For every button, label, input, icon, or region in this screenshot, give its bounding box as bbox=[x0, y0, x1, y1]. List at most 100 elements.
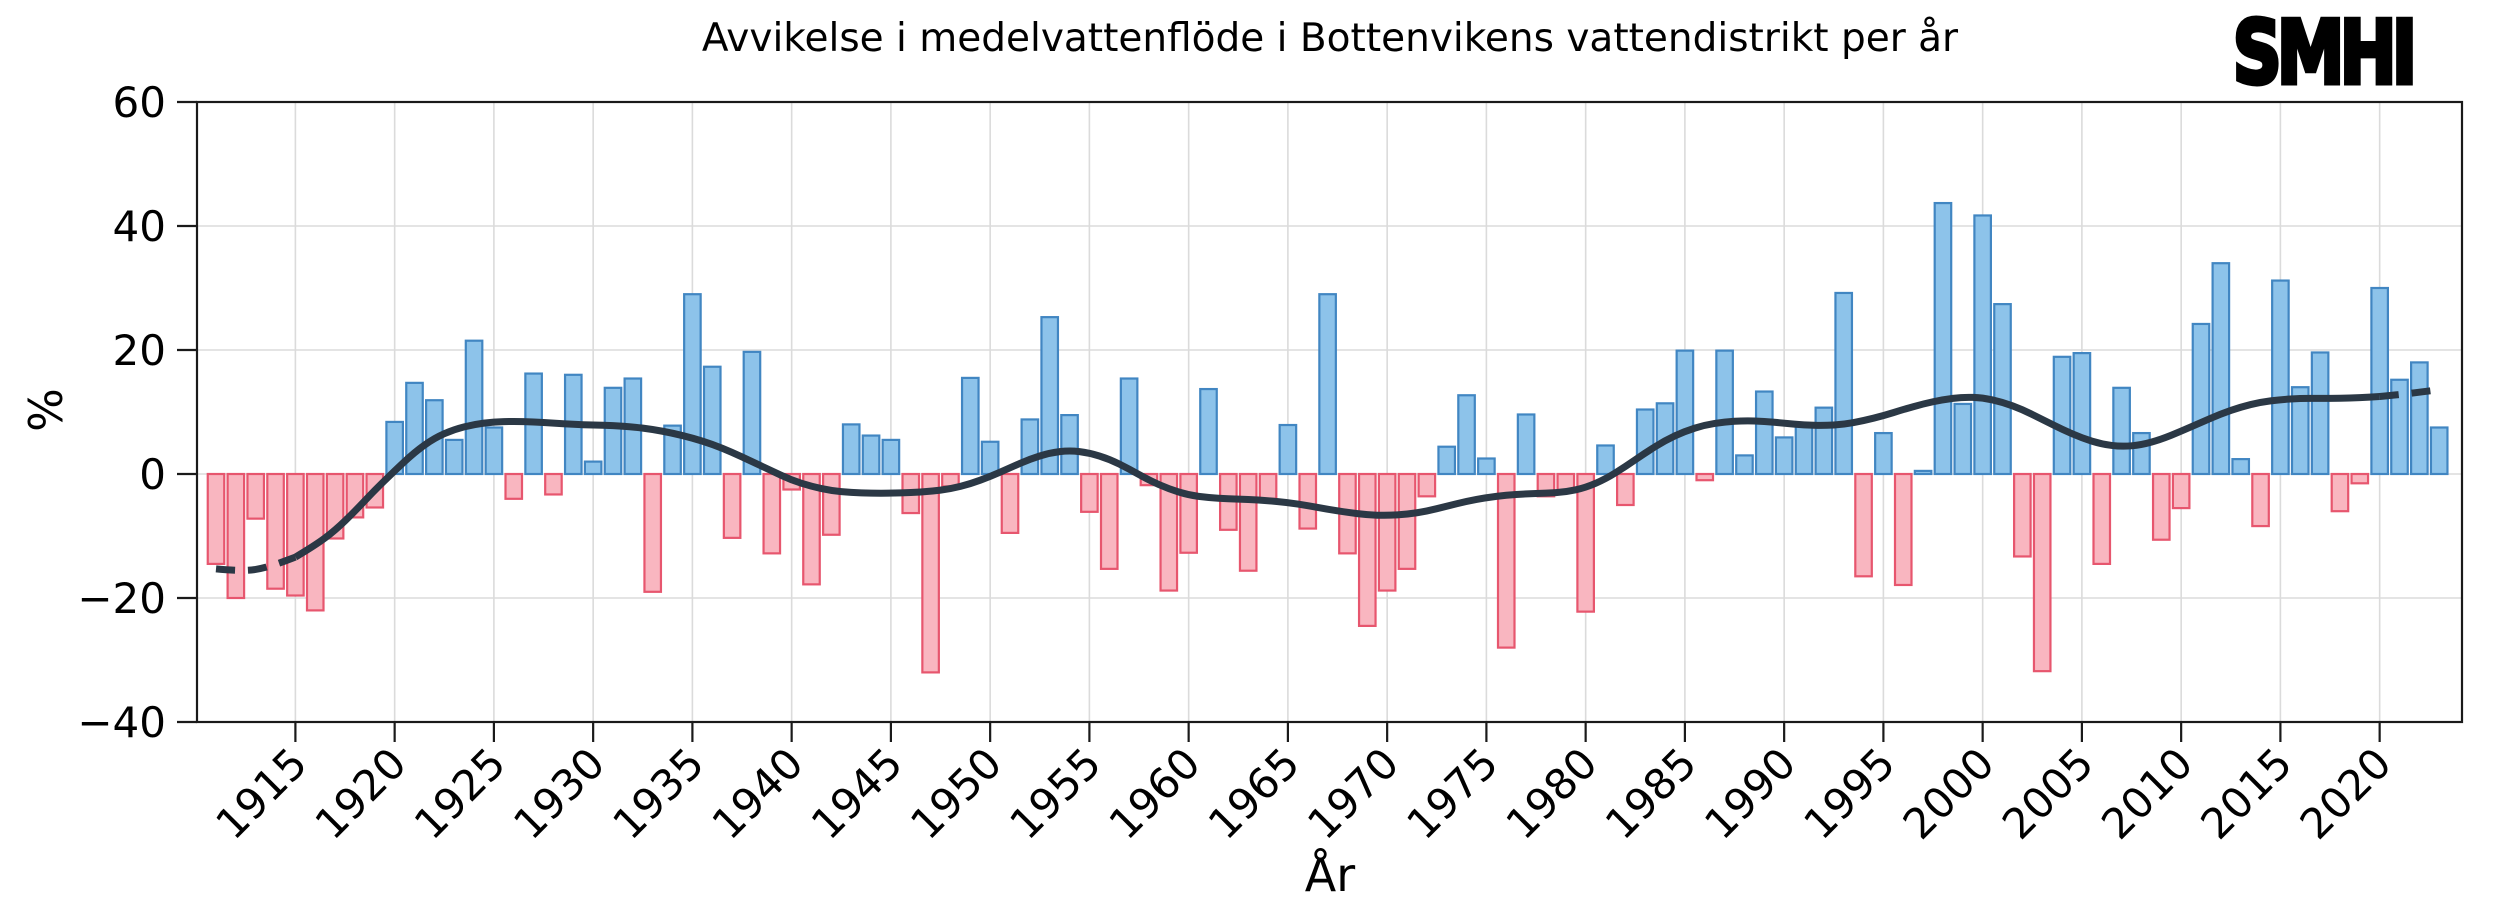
bar-2003 bbox=[2032, 472, 2052, 673]
bar-1994 bbox=[1854, 472, 1873, 578]
bar-2005 bbox=[2072, 352, 2092, 476]
xtick-label-1975: 1975 bbox=[1397, 738, 1507, 848]
bar-2019 bbox=[2350, 472, 2370, 485]
bar-2022 bbox=[2410, 361, 2429, 476]
bar-1950 bbox=[980, 440, 1000, 476]
ytick-label-60: 60 bbox=[113, 78, 166, 127]
xtick-label-2005: 2005 bbox=[1993, 738, 2103, 848]
bar-2014 bbox=[2251, 472, 2270, 528]
xtick-label-2010: 2010 bbox=[2092, 738, 2202, 848]
xtick-label-1950: 1950 bbox=[901, 738, 1011, 848]
bar-1985 bbox=[1675, 349, 1695, 476]
bar-1951 bbox=[1000, 472, 1020, 535]
trend-dashed-start bbox=[215, 553, 297, 574]
bar-1981 bbox=[1596, 444, 1615, 476]
bar-1977 bbox=[1516, 413, 1536, 476]
trend-solid bbox=[293, 393, 2380, 561]
bar-1969 bbox=[1357, 472, 1377, 627]
bar-1935 bbox=[683, 293, 702, 476]
bar-2018 bbox=[2330, 472, 2350, 513]
bar-1970 bbox=[1377, 472, 1397, 592]
bar-1930 bbox=[583, 460, 603, 476]
bar-1924 bbox=[464, 339, 484, 476]
bar-2016 bbox=[2290, 386, 2310, 476]
bar-2000 bbox=[1973, 214, 1993, 476]
bar-1943 bbox=[841, 423, 861, 476]
bar-1988 bbox=[1735, 454, 1754, 476]
bar-1999 bbox=[1953, 402, 1973, 476]
bar-1947 bbox=[921, 472, 940, 674]
bar-2012 bbox=[2211, 262, 2231, 476]
bar-1911 bbox=[206, 472, 226, 566]
bar-1913 bbox=[246, 472, 266, 520]
xtick-label-1990: 1990 bbox=[1695, 738, 1805, 848]
bar-1926 bbox=[504, 472, 524, 500]
bar-1986 bbox=[1695, 472, 1715, 482]
bar-1936 bbox=[702, 365, 722, 476]
bar-1923 bbox=[444, 438, 464, 476]
xtick-label-2020: 2020 bbox=[2290, 738, 2400, 848]
chart-title: Avvikelse i medelvattenflöde i Bottenvik… bbox=[701, 16, 1959, 61]
xtick-label-1965: 1965 bbox=[1199, 738, 1309, 848]
bar-1987 bbox=[1715, 349, 1734, 476]
bar-1961 bbox=[1199, 387, 1218, 476]
bar-1954 bbox=[1060, 414, 1079, 476]
bar-1995 bbox=[1874, 431, 1893, 476]
bar-1989 bbox=[1754, 390, 1774, 476]
bar-2007 bbox=[2112, 386, 2131, 476]
bar-1963 bbox=[1238, 472, 1258, 572]
bar-2001 bbox=[1993, 303, 2012, 476]
xtick-label-1970: 1970 bbox=[1298, 738, 1408, 848]
bar-2013 bbox=[2231, 458, 2251, 476]
bar-1933 bbox=[643, 472, 663, 593]
bar-2006 bbox=[2092, 472, 2112, 566]
ytick-label-40: 40 bbox=[113, 202, 166, 251]
xtick-label-1995: 1995 bbox=[1794, 738, 1904, 848]
bar-1928 bbox=[544, 472, 563, 496]
bar-2010 bbox=[2171, 472, 2191, 510]
tick-marks bbox=[177, 100, 2381, 742]
bar-1931 bbox=[603, 386, 623, 476]
bar-2017 bbox=[2310, 351, 2330, 476]
bar-1971 bbox=[1397, 472, 1417, 570]
x-axis-label: År bbox=[1304, 848, 1356, 902]
xtick-label-1955: 1955 bbox=[1000, 738, 1110, 848]
smhi-logo: SMHI bbox=[2230, 2, 2418, 104]
bar-2020 bbox=[2370, 286, 2389, 476]
bar-2011 bbox=[2191, 322, 2211, 476]
bar-2002 bbox=[2012, 472, 2032, 558]
bar-1959 bbox=[1159, 472, 1179, 592]
bar-1990 bbox=[1774, 436, 1794, 476]
bar-1925 bbox=[484, 426, 504, 476]
bar-1937 bbox=[722, 472, 742, 539]
xtick-label-1985: 1985 bbox=[1596, 738, 1706, 848]
xtick-label-1980: 1980 bbox=[1496, 738, 1606, 848]
bar-1912 bbox=[226, 472, 246, 600]
bar-1973 bbox=[1437, 445, 1457, 476]
bar-1997 bbox=[1913, 469, 1933, 476]
bar-1991 bbox=[1794, 424, 1814, 476]
bar-1915 bbox=[286, 472, 305, 597]
bar-1955 bbox=[1080, 472, 1099, 513]
xtick-label-2015: 2015 bbox=[2191, 738, 2301, 848]
bar-1953 bbox=[1040, 316, 1060, 476]
bar-1976 bbox=[1496, 472, 1516, 649]
bar-1957 bbox=[1119, 377, 1139, 476]
xtick-label-1935: 1935 bbox=[603, 738, 713, 848]
bar-2021 bbox=[2390, 378, 2409, 476]
bar-1982 bbox=[1615, 472, 1635, 507]
bar-1996 bbox=[1893, 472, 1913, 587]
bar-1967 bbox=[1318, 293, 1337, 476]
bar-1960 bbox=[1179, 472, 1199, 554]
bar-1975 bbox=[1477, 457, 1496, 476]
xtick-label-1925: 1925 bbox=[405, 738, 515, 848]
bar-2015 bbox=[2271, 279, 2290, 476]
bar-1998 bbox=[1933, 201, 1953, 476]
bar-1941 bbox=[802, 472, 821, 586]
bar-1945 bbox=[881, 438, 901, 476]
bar-1983 bbox=[1635, 408, 1655, 476]
trend-line bbox=[215, 386, 2440, 574]
xtick-label-1920: 1920 bbox=[305, 738, 415, 848]
bar-1952 bbox=[1020, 418, 1040, 476]
